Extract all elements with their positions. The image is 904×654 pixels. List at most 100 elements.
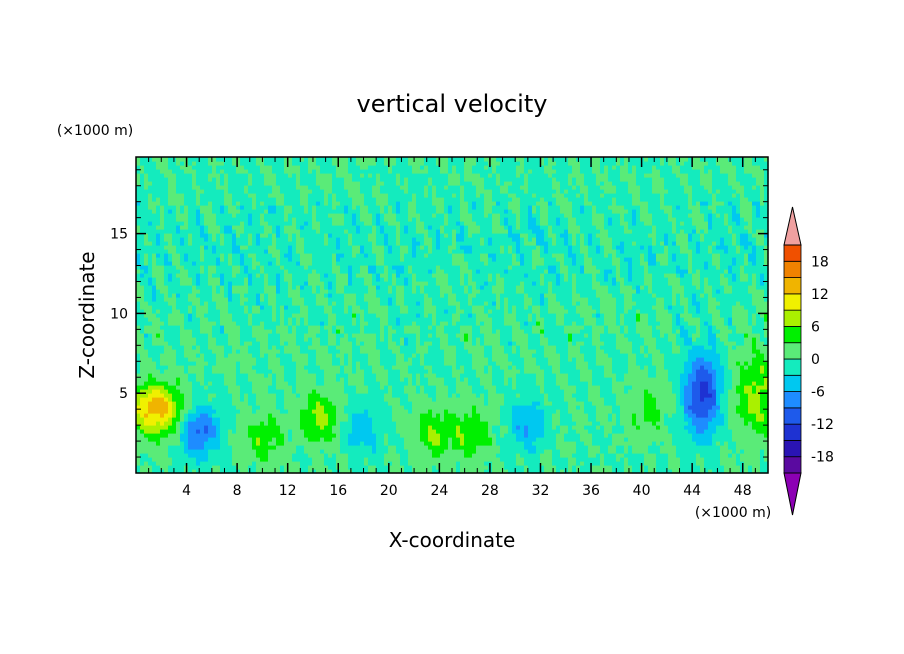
heatmap-cell [200,237,205,242]
heatmap-cell [268,441,273,446]
heatmap-cell [164,325,169,330]
heatmap-cell [304,345,309,350]
heatmap-cell [384,201,389,206]
heatmap-cell [208,329,213,334]
heatmap-cell [192,333,197,338]
heatmap-cell [196,165,201,170]
heatmap-cell [256,373,261,378]
heatmap-cell [384,469,389,474]
heatmap-cell [248,389,253,394]
heatmap-cell [140,353,145,358]
heatmap-cell [260,445,265,450]
heatmap-cell [364,337,369,342]
heatmap-cell [148,357,153,362]
heatmap-cell [152,237,157,242]
heatmap-cell [140,261,145,266]
y-unit-label: (×1000 m) [57,123,133,139]
heatmap-cell [368,213,373,218]
heatmap-cell [260,377,265,382]
heatmap-cell [196,313,201,318]
heatmap-cell [328,273,333,278]
heatmap-cell [332,297,337,302]
heatmap-cell [180,269,185,274]
heatmap-cell [312,393,317,398]
heatmap-cell [328,301,333,306]
heatmap-cell [240,217,245,222]
heatmap-cell [236,269,241,274]
heatmap-cell [236,421,241,426]
heatmap-cell [332,185,337,190]
heatmap-cell [156,293,161,298]
heatmap-cell [212,165,217,170]
heatmap-cell [232,461,237,466]
heatmap-cell [140,161,145,166]
heatmap-cell [160,249,165,254]
heatmap-cell [252,373,257,378]
heatmap-cell [148,385,153,390]
heatmap-cell [368,157,373,162]
heatmap-cell [332,181,337,186]
heatmap-cell [148,245,153,250]
heatmap-cell [220,269,225,274]
heatmap-cell [360,177,365,182]
heatmap-cell [268,177,273,182]
heatmap-cell [136,293,141,298]
heatmap-cell [220,157,225,162]
heatmap-cell [372,289,377,294]
heatmap-cell [168,385,173,390]
heatmap-cell [164,157,169,162]
heatmap-cell [240,293,245,298]
heatmap-cell [328,253,333,258]
heatmap-cell [216,169,221,174]
heatmap-cell [208,345,213,350]
heatmap-cell [236,225,241,230]
heatmap-cell [200,173,205,178]
heatmap-cell [220,161,225,166]
heatmap-cell [368,249,373,254]
heatmap-cell [352,237,357,242]
heatmap-cell [324,177,329,182]
heatmap-cell [168,457,173,462]
heatmap-cell [192,425,197,430]
heatmap-cell [288,197,293,202]
heatmap-cell [172,185,177,190]
heatmap-cell [384,293,389,298]
heatmap-cell [220,357,225,362]
heatmap-cell [356,369,361,374]
heatmap-cell [236,205,241,210]
heatmap-cell [340,377,345,382]
heatmap-cell [208,333,213,338]
heatmap-cell [200,181,205,186]
heatmap-cell [276,449,281,454]
heatmap-cell [356,205,361,210]
heatmap-cell [208,181,213,186]
heatmap-cell [344,229,349,234]
heatmap-cell [212,257,217,262]
heatmap-cell [300,373,305,378]
heatmap-cell [360,437,365,442]
heatmap-cell [296,285,301,290]
heatmap-cell [216,241,221,246]
heatmap-cell [256,317,261,322]
heatmap-cell [140,253,145,258]
heatmap-cell [232,237,237,242]
heatmap-cell [180,341,185,346]
heatmap-cell [368,441,373,446]
heatmap-cell [276,249,281,254]
heatmap-cell [244,333,249,338]
heatmap-cell [292,333,297,338]
heatmap-cell [280,353,285,358]
heatmap-cell [160,349,165,354]
heatmap-cell [352,197,357,202]
heatmap-cell [348,261,353,266]
heatmap-cell [180,161,185,166]
heatmap-cell [144,241,149,246]
heatmap-cell [172,365,177,370]
heatmap-cell [284,393,289,398]
heatmap-cell [352,429,357,434]
heatmap-cell [196,269,201,274]
heatmap-cell [240,461,245,466]
heatmap-cell [320,161,325,166]
heatmap-cell [160,377,165,382]
heatmap-cell [340,421,345,426]
